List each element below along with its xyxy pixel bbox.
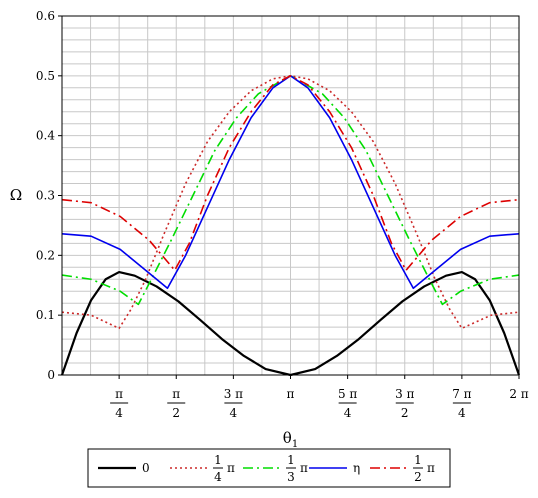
x-tick-label: 2 π — [509, 387, 528, 401]
legend-label: π — [227, 461, 235, 475]
legend-denominator: 2 — [414, 470, 422, 484]
x-tick-label: π — [287, 387, 295, 401]
legend-denominator: 3 — [287, 470, 295, 484]
x-tick-denominator: 4 — [458, 406, 466, 420]
x-tick-numerator: 7 π — [452, 387, 471, 401]
series-line-4 — [61, 75, 520, 272]
legend-denominator: 4 — [214, 470, 222, 484]
x-tick-denominator: 4 — [115, 406, 123, 420]
x-axis-ticks: π 4 π 2 3 π 4 π 5 π 4 3 π 2 7 π 4 2 π — [110, 375, 529, 420]
y-axis-ticks: 0 0.1 0.2 0.3 0.4 0.5 0.6 — [36, 9, 62, 382]
y-tick-label: 0.6 — [36, 9, 55, 23]
x-axis-label: θ1 — [283, 429, 298, 450]
x-tick-numerator: 3 π — [395, 387, 414, 401]
legend-label: π — [300, 461, 308, 475]
x-tick-denominator: 4 — [230, 406, 238, 420]
y-axis-label: Ω — [10, 186, 22, 204]
x-tick-numerator: 3 π — [224, 387, 243, 401]
x-tick-denominator: 2 — [172, 406, 180, 420]
x-tick-numerator: π — [172, 387, 180, 401]
legend-label: π — [427, 461, 435, 475]
y-tick-label: 0.2 — [36, 248, 55, 262]
y-tick-label: 0 — [47, 368, 55, 382]
legend-label: η — [353, 461, 360, 475]
x-tick-denominator: 4 — [344, 406, 352, 420]
y-tick-label: 0.3 — [36, 189, 55, 203]
grid — [62, 16, 519, 375]
x-tick-denominator: 2 — [401, 406, 409, 420]
legend-numerator: 1 — [214, 453, 222, 467]
y-tick-label: 0.1 — [36, 308, 55, 322]
legend-numerator: 1 — [414, 453, 422, 467]
legend-numerator: 1 — [287, 453, 295, 467]
y-tick-label: 0.4 — [36, 129, 55, 143]
legend-label: 0 — [142, 461, 150, 475]
x-tick-numerator: 5 π — [338, 387, 357, 401]
y-tick-label: 0.5 — [36, 69, 55, 83]
x-tick-numerator: π — [115, 387, 123, 401]
